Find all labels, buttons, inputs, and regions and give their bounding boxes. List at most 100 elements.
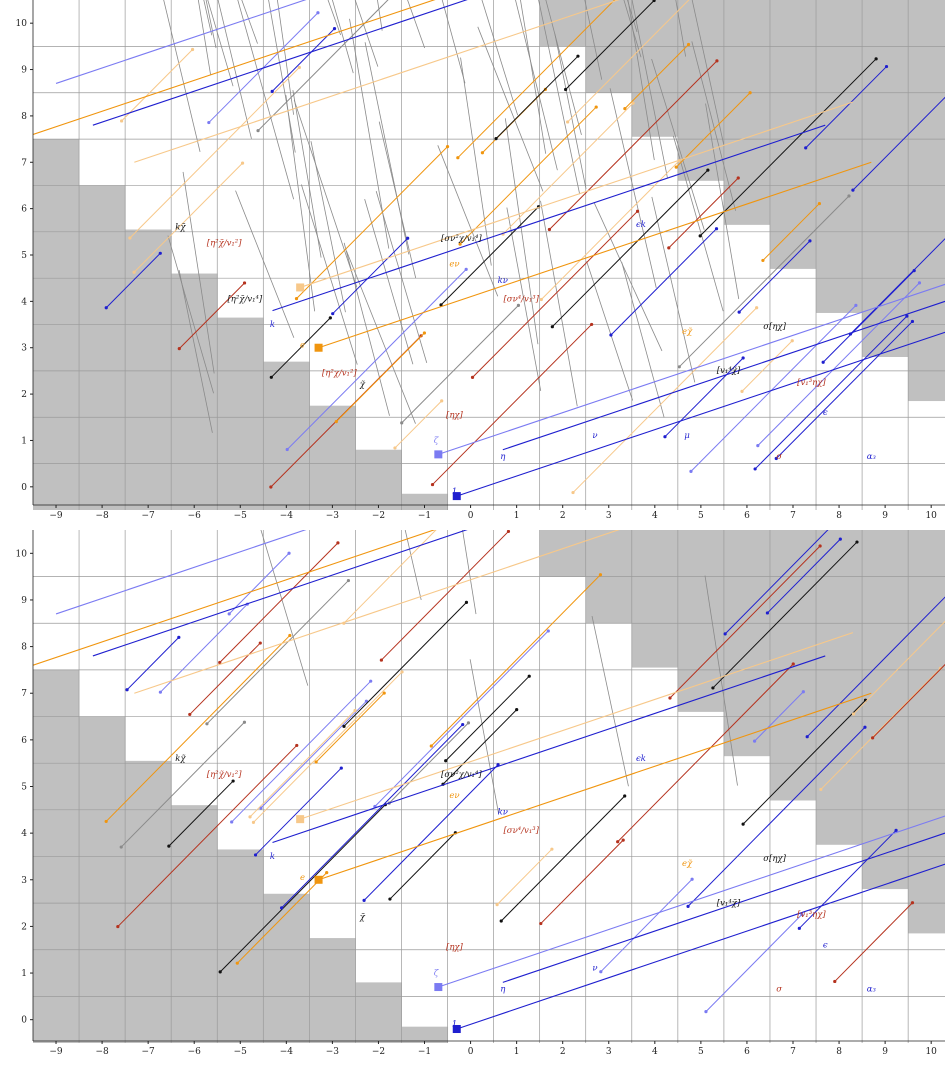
x-tick-label: 2 (560, 1047, 566, 1057)
eta-line (572, 307, 757, 493)
differential-line (407, 0, 426, 49)
class-dot (132, 270, 136, 274)
class-dot (430, 482, 435, 487)
class-dot (379, 658, 383, 662)
eta-line (168, 780, 234, 847)
shade-block (263, 893, 310, 1043)
class-dot (801, 690, 805, 694)
differential-line (354, 0, 379, 67)
eta-line (457, 0, 616, 159)
class-dot (652, 0, 656, 3)
eta-line (430, 574, 601, 747)
class-label: α₃ (867, 985, 877, 995)
eta-line (495, 55, 579, 139)
class-dot (270, 89, 274, 93)
differential-line (327, 0, 342, 36)
differential-line (437, 145, 499, 297)
class-dot (797, 926, 801, 930)
class-dot (753, 467, 757, 471)
x-tick-label: 8 (836, 511, 842, 521)
eta-line (129, 67, 300, 239)
class-dot (623, 107, 627, 111)
class-dot (470, 375, 475, 379)
class-label: η (500, 985, 506, 995)
differential-line (651, 196, 696, 383)
class-dot (828, 530, 830, 531)
x-tick-label: 1 (514, 511, 520, 521)
eta-line (853, 620, 945, 715)
generator-square (452, 1025, 461, 1034)
class-dot (328, 316, 332, 320)
x-tick-label: −4 (280, 511, 294, 521)
eta-line (565, 0, 655, 90)
x-tick-label: −4 (280, 1047, 294, 1057)
eta-line (705, 914, 803, 1012)
differential-line (593, 202, 663, 352)
class-dot (207, 120, 211, 125)
class-label: [η²χ/v₁²] (322, 369, 357, 379)
class-dot (256, 129, 260, 133)
tick-labels: −9 −8 −7 −6 −5 −4 −3 −2 −1 0 1 2 3 4 5 6 7 8 9 10 0 1 2 3 4 5 6 7 8 9… (16, 549, 938, 1057)
class-label: eχ̃ (682, 326, 693, 337)
class-dot (599, 970, 603, 974)
class-label: η (500, 452, 506, 462)
y-tick-label: 8 (21, 643, 27, 653)
class-dot (461, 722, 465, 727)
class-dot (516, 303, 521, 307)
x-tick-label: 0 (468, 511, 474, 521)
eta-line (472, 210, 638, 378)
x-tick-label: −5 (234, 1047, 248, 1057)
class-label: [v₁⁴χ̃] (717, 365, 741, 376)
shade-block (171, 805, 218, 1043)
class-dot (439, 303, 443, 307)
class-dot (755, 306, 759, 310)
class-dot (748, 91, 752, 95)
class-dot (287, 551, 291, 555)
class-dot (736, 176, 740, 180)
eta-line (540, 160, 680, 300)
class-labels: 1 ζ η ν μ σ α₃ ϵ χ̃ [ηχ] e k kν eν kχ̃ ϵk σ[ηχ] [v₁⁴χ̃] [v… (175, 220, 876, 497)
class-label: [σν⁴/v₁³] (503, 294, 539, 304)
class-dot (564, 87, 568, 92)
class-dot (429, 744, 433, 748)
x-tick-label: −7 (142, 1047, 156, 1057)
differential-line (460, 57, 492, 266)
y-tick-label: 5 (21, 251, 27, 261)
x-tick-label: −9 (49, 1047, 63, 1057)
differential-line (441, 0, 466, 84)
differential-line (378, 121, 417, 279)
class-label: [v₁⁴χ̃] (717, 897, 741, 908)
class-dot (912, 269, 916, 273)
v1-line (502, 300, 945, 451)
class-dot (295, 743, 299, 748)
shade-block (355, 982, 402, 1043)
eta-line (754, 315, 908, 470)
differential-line (704, 575, 738, 786)
eta-line (762, 203, 820, 261)
eta-line (381, 531, 509, 661)
differential-line (520, 0, 547, 154)
y-tick-label: 0 (21, 483, 27, 493)
class-dot (188, 712, 192, 717)
differential-line (182, 171, 215, 374)
differential-line (481, 0, 519, 116)
differential-line (691, 41, 736, 211)
class-dot (690, 877, 694, 881)
y-tick-label: 1 (21, 436, 27, 446)
eta-line (121, 49, 193, 122)
class-dot (336, 541, 340, 545)
class-dot (480, 151, 485, 155)
x-tick-label: 6 (744, 1047, 750, 1057)
class-dot (393, 446, 397, 450)
chart-top-panel: 1 ζ η ν μ σ α₃ ϵ χ̃ [ηχ] e k kν eν kχ̃ ϵk σ[ηχ] [v₁⁴χ̃] [v… (16, 0, 945, 521)
eta-line (332, 237, 409, 315)
shaded-vanishing-region (33, 0, 945, 510)
class-dot (240, 161, 245, 165)
class-label: [ηχ] (446, 943, 464, 953)
shade-block (79, 716, 126, 1043)
eta-line (432, 324, 592, 485)
eta-line (850, 238, 945, 335)
differential-line (404, 530, 422, 601)
class-dot (590, 322, 594, 327)
